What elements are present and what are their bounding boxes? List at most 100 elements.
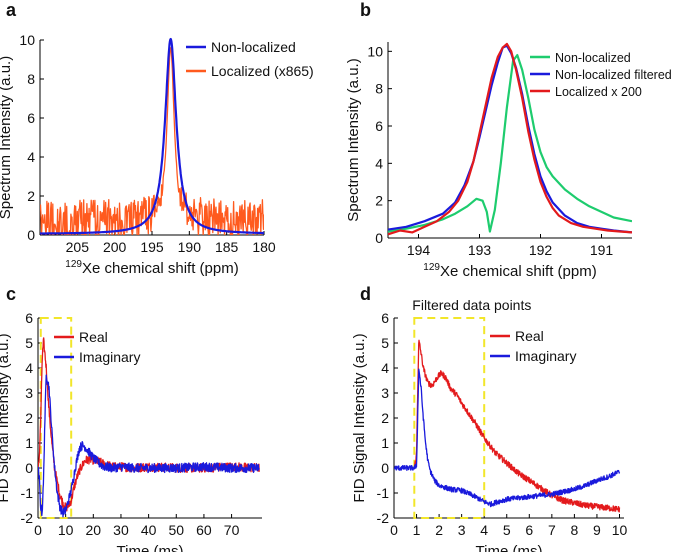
- x-axis-label: 129Xe chemical shift (ppm): [423, 262, 596, 280]
- x-tick-label: 6: [525, 522, 533, 538]
- series-line: [40, 37, 264, 235]
- y-tick-label: 10: [367, 43, 383, 59]
- chart-c: 0 10 20 30 40 50 60 70 -2 -1 0 1 2 3 4 5 6c Time (ms) FID …: [0, 284, 262, 552]
- y-tick-label: 3: [25, 385, 33, 401]
- legend-label: Localized x 200: [555, 85, 642, 99]
- y-tick-label: -2: [377, 510, 390, 526]
- y-tick-label: -1: [377, 485, 390, 501]
- x-axis-label-text: Xe chemical shift (ppm): [82, 260, 239, 277]
- x-tick-label: 40: [141, 522, 157, 538]
- y-tick-label: 0: [375, 230, 383, 246]
- x-tick-label: 195: [140, 239, 164, 255]
- y-tick-label: 8: [27, 71, 35, 87]
- legend-label: Imaginary: [515, 348, 576, 364]
- legend-label: Real: [515, 328, 544, 344]
- y-tick-label: 5: [381, 335, 389, 351]
- series-group: [40, 37, 264, 235]
- y-tick-label: 10: [19, 32, 35, 48]
- x-tick-label: 2: [435, 522, 443, 538]
- x-tick-label: 30: [113, 522, 129, 538]
- panel-label: d: [360, 284, 371, 304]
- x-tick-label: 70: [224, 522, 240, 538]
- y-tick-label: 2: [27, 188, 35, 204]
- x-axis-label-text: Xe chemical shift (ppm): [440, 263, 597, 280]
- filter-box: [413, 317, 486, 519]
- panel-label: c: [6, 284, 16, 304]
- legend-label: Imaginary: [79, 349, 140, 365]
- y-tick-label: 3: [381, 385, 389, 401]
- x-tick-label: 20: [86, 522, 102, 538]
- legend-label: Localized (x865): [211, 63, 314, 79]
- legend-label: Non-localized filtered: [555, 68, 672, 82]
- y-tick-label: 0: [381, 460, 389, 476]
- x-tick-label: 0: [390, 522, 398, 538]
- filter-box: [39, 317, 73, 519]
- x-tick-label: 0: [34, 522, 42, 538]
- x-tick-label: 10: [58, 522, 74, 538]
- y-tick-label: 4: [381, 360, 389, 376]
- x-tick-label: 1: [413, 522, 421, 538]
- x-tick-label: 185: [215, 239, 239, 255]
- x-tick-label: 205: [66, 239, 90, 255]
- y-tick-label: 6: [381, 310, 389, 326]
- legend-label: Non-localized: [211, 39, 296, 55]
- y-tick-label: 4: [375, 155, 383, 171]
- x-tick-label: 9: [593, 522, 601, 538]
- legend-label: Non-localized: [555, 51, 631, 65]
- y-tick-label: 6: [25, 310, 33, 326]
- series-line: [38, 374, 260, 518]
- series-group: [38, 337, 260, 518]
- panel-label: a: [6, 0, 17, 20]
- series-line: [394, 368, 621, 508]
- y-tick-label: 1: [25, 435, 33, 451]
- series-group: [394, 339, 621, 513]
- x-tick-label: 5: [503, 522, 511, 538]
- y-tick-label: -2: [21, 510, 34, 526]
- x-axis-label: Time (ms): [476, 543, 543, 552]
- x-tick-label: 190: [178, 239, 202, 255]
- x-tick-label: 8: [570, 522, 578, 538]
- x-tick-label: 7: [548, 522, 556, 538]
- chart-a: 205 200 195 190 185 180 0 2 4 6 8 10a 129Xe chemical…: [0, 0, 314, 277]
- x-axis-label: 129Xe chemical shift (ppm): [65, 259, 238, 277]
- y-axis-label: FID Signal Intensity (a.u.): [351, 333, 368, 502]
- x-axis-label-sup: 129: [65, 259, 82, 270]
- y-tick-label: 1: [381, 435, 389, 451]
- y-tick-label: 4: [27, 149, 35, 165]
- x-tick-label: 191: [590, 242, 614, 258]
- y-tick-label: 5: [25, 335, 33, 351]
- x-tick-label: 4: [480, 522, 488, 538]
- x-tick-label: 50: [168, 522, 184, 538]
- y-tick-label: 0: [27, 227, 35, 243]
- x-axis-label: Time (ms): [117, 543, 184, 552]
- y-tick-label: -1: [21, 485, 34, 501]
- series-line: [40, 47, 264, 235]
- panel-label: b: [360, 0, 371, 20]
- x-tick-label: 10: [612, 522, 628, 538]
- x-tick-label: 60: [196, 522, 212, 538]
- box-label: Filtered data points: [412, 297, 531, 313]
- y-tick-label: 6: [375, 118, 383, 134]
- y-tick-label: 0: [25, 460, 33, 476]
- x-tick-label: 180: [252, 239, 276, 255]
- series-group: [388, 42, 632, 236]
- x-axis-label-sup: 129: [423, 262, 440, 273]
- y-tick-label: 2: [381, 410, 389, 426]
- y-tick-label: 8: [375, 81, 383, 97]
- y-tick-label: 2: [25, 410, 33, 426]
- x-tick-label: 193: [468, 242, 492, 258]
- y-tick-label: 2: [375, 193, 383, 209]
- x-tick-label: 192: [529, 242, 553, 258]
- y-axis-label: Spectrum Intensity (a.u.): [0, 56, 14, 219]
- x-tick-label: 3: [458, 522, 466, 538]
- legend-label: Real: [79, 329, 108, 345]
- x-tick-label: 194: [407, 242, 431, 258]
- y-tick-label: 4: [25, 360, 33, 376]
- y-axis-label: FID Signal Intensity (a.u.): [0, 333, 12, 502]
- y-axis-label: Spectrum Intensity (a.u.): [345, 58, 362, 221]
- series-line: [413, 339, 621, 513]
- series-line: [388, 42, 632, 236]
- y-tick-label: 6: [27, 110, 35, 126]
